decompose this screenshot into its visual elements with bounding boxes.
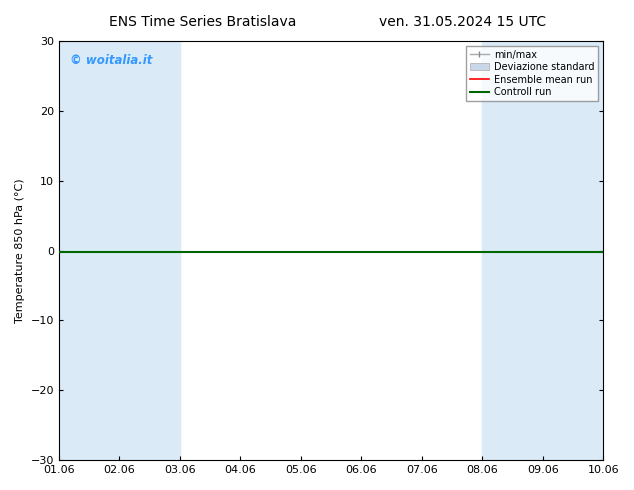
- Y-axis label: Temperature 850 hPa (°C): Temperature 850 hPa (°C): [15, 178, 25, 323]
- Text: ENS Time Series Bratislava: ENS Time Series Bratislava: [109, 15, 297, 29]
- Text: © woitalia.it: © woitalia.it: [70, 53, 152, 67]
- Text: ven. 31.05.2024 15 UTC: ven. 31.05.2024 15 UTC: [379, 15, 547, 29]
- Legend: min/max, Deviazione standard, Ensemble mean run, Controll run: min/max, Deviazione standard, Ensemble m…: [466, 46, 598, 101]
- Bar: [59, 41, 180, 460]
- Bar: [482, 41, 603, 460]
